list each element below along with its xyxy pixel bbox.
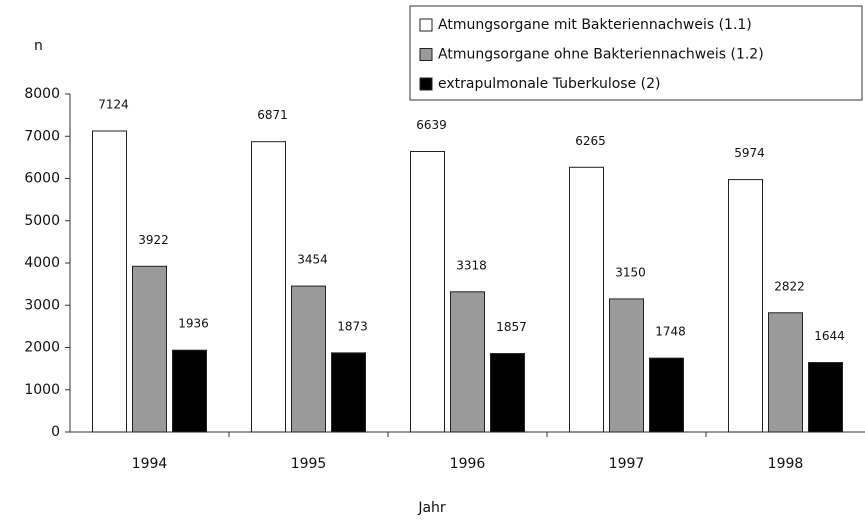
- x-tick-label: 1998: [768, 456, 804, 472]
- bar: [649, 357, 684, 433]
- legend-label: Atmungsorgane mit Bakteriennachweis (1.1…: [438, 17, 752, 33]
- y-tick-label: 0: [51, 424, 60, 440]
- value-label: 1873: [337, 319, 368, 333]
- value-label: 6639: [416, 118, 447, 132]
- value-label: 1644: [814, 329, 845, 343]
- legend-label: extrapulmonale Tuberkulose (2): [438, 76, 660, 92]
- x-axis-label: Jahr: [417, 500, 446, 516]
- bar: [172, 349, 207, 433]
- bar: [331, 352, 366, 433]
- y-tick-label: 5000: [24, 213, 60, 229]
- y-tick-label: 8000: [24, 86, 60, 102]
- bar: [609, 298, 644, 433]
- legend-box: [409, 5, 863, 101]
- bar: [291, 285, 326, 433]
- legend-label: Atmungsorgane ohne Bakteriennachweis (1.…: [438, 47, 764, 63]
- value-label: 2822: [774, 279, 805, 293]
- x-tick-label: 1995: [291, 456, 327, 472]
- bar: [92, 130, 127, 433]
- value-label: 7124: [98, 98, 129, 112]
- y-tick-label: 4000: [24, 255, 60, 271]
- value-label: 5974: [734, 146, 765, 160]
- value-label: 3150: [615, 265, 646, 279]
- x-tick-label: 1994: [132, 456, 168, 472]
- value-label: 6265: [575, 134, 606, 148]
- bar: [410, 151, 445, 433]
- y-tick-label: 7000: [24, 128, 60, 144]
- value-label: 1748: [655, 325, 686, 339]
- value-label: 1936: [178, 317, 209, 331]
- value-label: 3318: [456, 258, 487, 272]
- bar: [450, 291, 485, 433]
- bar: [728, 179, 763, 433]
- bar: [569, 166, 604, 433]
- value-label: 3454: [297, 253, 328, 267]
- bar: [490, 353, 525, 433]
- y-axis-label: n: [34, 38, 43, 54]
- bar: [251, 141, 286, 433]
- value-label: 6871: [257, 108, 288, 122]
- y-tick-label: 2000: [24, 340, 60, 356]
- legend-swatch: [419, 48, 433, 61]
- bar: [768, 312, 803, 433]
- y-tick-label: 1000: [24, 382, 60, 398]
- legend-swatch: [419, 77, 433, 91]
- y-tick-label: 6000: [24, 171, 60, 187]
- x-tick-label: 1996: [450, 456, 486, 472]
- value-label: 1857: [496, 320, 527, 334]
- x-tick-label: 1997: [609, 456, 645, 472]
- legend-swatch: [419, 18, 433, 32]
- y-tick-label: 3000: [24, 297, 60, 313]
- bar: [132, 265, 167, 433]
- bar: [808, 362, 843, 433]
- value-label: 3922: [138, 233, 169, 247]
